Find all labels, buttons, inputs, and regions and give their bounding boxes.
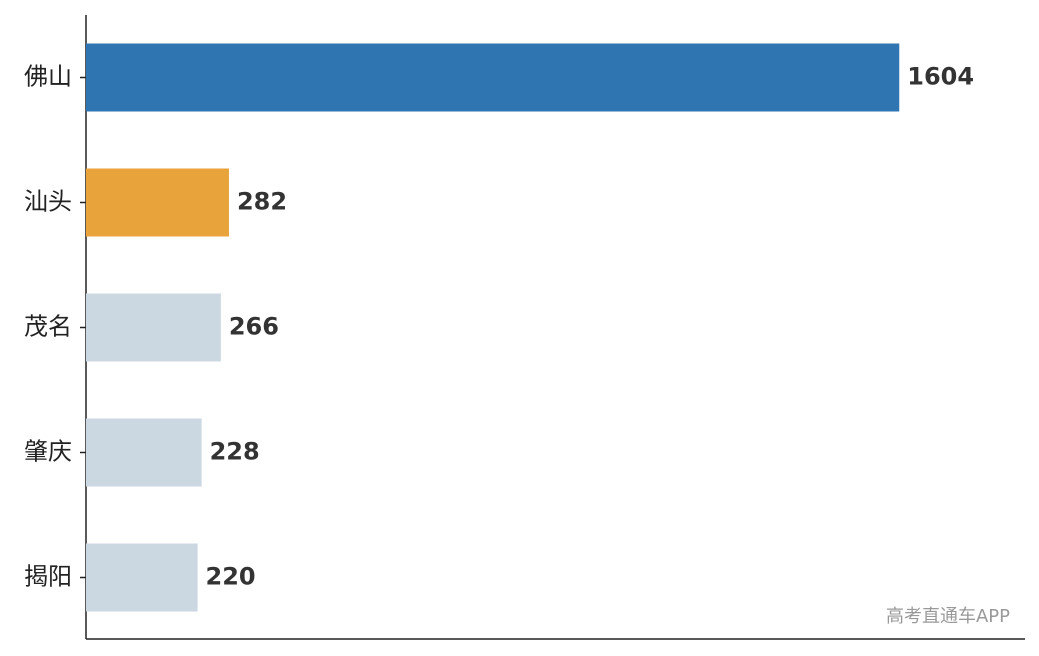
y-tick-label: 揭阳 bbox=[24, 563, 72, 591]
bar bbox=[86, 418, 202, 487]
y-tick-label: 汕头 bbox=[24, 188, 72, 216]
y-tick-label: 佛山 bbox=[24, 63, 72, 91]
bar bbox=[86, 543, 198, 612]
value-label: 282 bbox=[237, 188, 287, 216]
watermark: 高考直通车APP bbox=[886, 606, 1010, 627]
value-label: 1604 bbox=[907, 63, 974, 91]
bar bbox=[86, 168, 229, 237]
bar bbox=[86, 43, 900, 112]
value-label: 228 bbox=[210, 438, 260, 466]
value-label: 266 bbox=[229, 313, 279, 341]
bar bbox=[86, 293, 221, 362]
y-tick-label: 肇庆 bbox=[24, 438, 72, 466]
value-label: 220 bbox=[206, 563, 256, 591]
y-tick-label: 茂名 bbox=[24, 313, 72, 341]
